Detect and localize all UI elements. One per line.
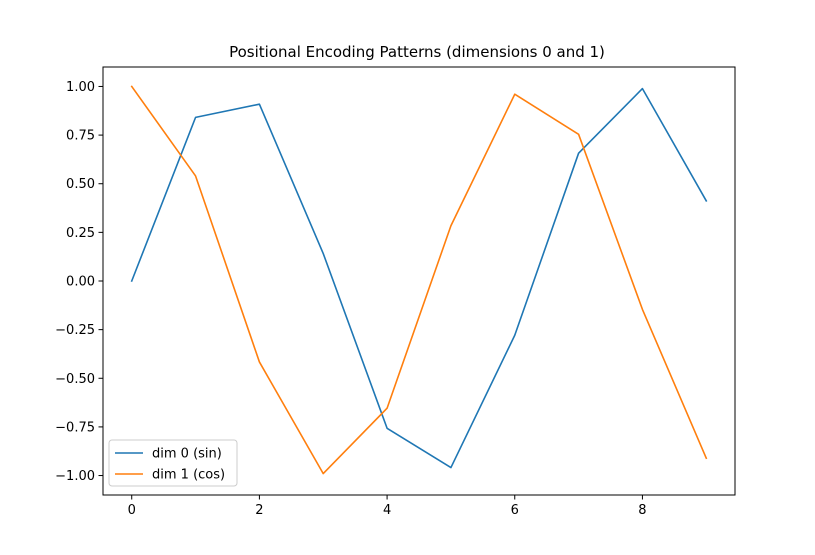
x-tick-label: 0 <box>128 503 136 518</box>
x-tick-label: 6 <box>511 503 519 518</box>
x-tick-label: 4 <box>383 503 391 518</box>
series-line-1 <box>130 85 708 475</box>
y-tick-label: −0.25 <box>55 323 95 338</box>
y-tick-label: −1.00 <box>55 469 95 484</box>
y-tick-label: 0.25 <box>66 226 95 241</box>
chart-title: Positional Encoding Patterns (dimensions… <box>229 43 605 61</box>
x-tick-label: 8 <box>638 503 646 518</box>
y-tick-label: 0.50 <box>66 177 95 192</box>
y-tick-label: −0.75 <box>55 420 95 435</box>
y-tick-label: 0.00 <box>66 275 95 290</box>
y-tick-label: 0.75 <box>66 129 95 144</box>
y-tick-label: 1.00 <box>66 80 95 95</box>
x-tick-label: 2 <box>255 503 263 518</box>
legend: dim 0 (sin) dim 1 (cos) <box>108 439 238 487</box>
y-tick-label: −0.50 <box>55 372 95 387</box>
legend-label-1: dim 1 (cos) <box>152 468 225 483</box>
series-line-0 <box>130 87 708 469</box>
plot-area: 0 2 4 6 8 1.00 0.75 0.50 0.25 0.00 −0.25 −0.50 −0.75… <box>55 66 736 518</box>
legend-label-0: dim 0 (sin) <box>152 447 222 462</box>
